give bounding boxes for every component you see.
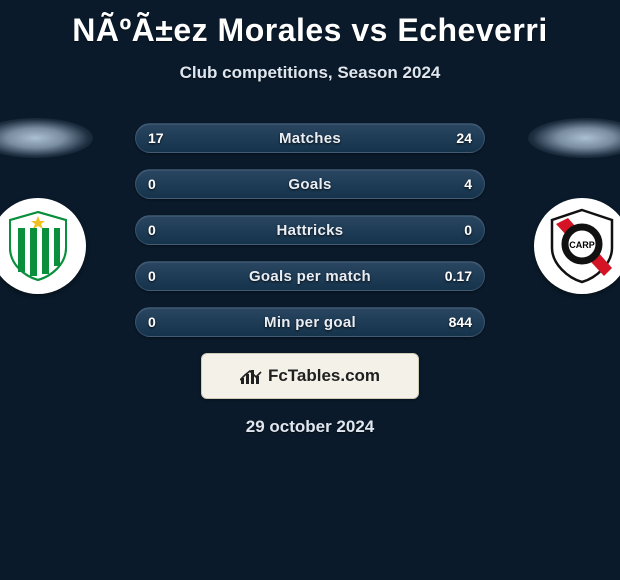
stat-right-value: 0 bbox=[418, 216, 472, 244]
bar-chart-icon bbox=[240, 366, 262, 386]
brand-badge: FcTables.com bbox=[201, 353, 419, 399]
player-shadow-left bbox=[0, 118, 93, 158]
stat-label: Matches bbox=[279, 130, 341, 147]
stat-left-value: 0 bbox=[148, 308, 202, 336]
left-team-column bbox=[0, 118, 120, 294]
stat-left-value: 0 bbox=[148, 170, 202, 198]
subtitle: Club competitions, Season 2024 bbox=[0, 63, 620, 83]
comparison-card: NÃºÃ±ez Morales vs Echeverri Club compet… bbox=[0, 0, 620, 437]
stat-right-value: 844 bbox=[418, 308, 472, 336]
player-shadow-right bbox=[528, 118, 620, 158]
shield-icon: CARP bbox=[540, 204, 620, 288]
stat-row: 17 Matches 24 bbox=[135, 123, 485, 153]
date-text: 29 october 2024 bbox=[0, 417, 620, 437]
stats-table: 17 Matches 24 0 Goals 4 0 Hattricks 0 0 … bbox=[135, 123, 485, 337]
brand-text: FcTables.com bbox=[268, 366, 380, 386]
stat-right-value: 4 bbox=[418, 170, 472, 198]
stat-row: 0 Min per goal 844 bbox=[135, 307, 485, 337]
stat-right-value: 0.17 bbox=[418, 262, 472, 290]
stat-left-value: 0 bbox=[148, 216, 202, 244]
stat-label: Hattricks bbox=[277, 222, 344, 239]
stat-label: Goals bbox=[288, 176, 331, 193]
stat-row: 0 Goals 4 bbox=[135, 169, 485, 199]
right-team-crest: CARP bbox=[534, 198, 620, 294]
stat-row: 0 Hattricks 0 bbox=[135, 215, 485, 245]
stat-label: Goals per match bbox=[249, 268, 371, 285]
right-team-column: CARP bbox=[500, 118, 620, 294]
page-title: NÃºÃ±ez Morales vs Echeverri bbox=[0, 12, 620, 49]
stat-left-value: 17 bbox=[148, 124, 202, 152]
stat-label: Min per goal bbox=[264, 314, 356, 331]
stat-right-value: 24 bbox=[418, 124, 472, 152]
shield-icon bbox=[0, 208, 76, 284]
stat-left-value: 0 bbox=[148, 262, 202, 290]
left-team-crest bbox=[0, 198, 86, 294]
stat-row: 0 Goals per match 0.17 bbox=[135, 261, 485, 291]
svg-text:CARP: CARP bbox=[569, 240, 595, 250]
